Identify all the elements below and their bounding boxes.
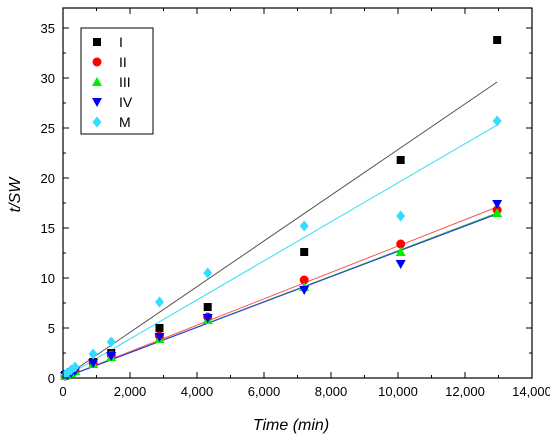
x-tick-label: 12,000 [445, 384, 485, 399]
legend-label-II: II [119, 54, 127, 70]
data-point-M [492, 115, 502, 127]
data-point-IV [299, 286, 310, 295]
y-tick-label: 25 [41, 121, 55, 136]
data-markers [60, 36, 503, 381]
y-tick-label: 5 [48, 321, 55, 336]
legend-label-IV: IV [119, 94, 133, 110]
y-tick-label: 30 [41, 71, 55, 86]
data-point-I [203, 303, 212, 311]
legend-label-I: I [119, 34, 123, 50]
legend-marker-I [93, 38, 101, 46]
y-axis-title: t/SW [7, 176, 24, 213]
fit-line-I [62, 81, 498, 379]
legend-box [80, 27, 154, 135]
data-point-M [88, 348, 98, 360]
legend-marker-M [92, 116, 102, 128]
data-point-IV [106, 352, 117, 361]
data-point-I [396, 156, 405, 164]
y-axis-ticks: 0 5 10 15 20 25 30 35 [41, 21, 532, 386]
x-tick-label: 8,000 [315, 384, 348, 399]
x-axis-title: Time (min) [253, 417, 329, 434]
legend-label-M: M [119, 114, 131, 130]
data-point-II [396, 239, 406, 249]
legend-label-III: III [119, 74, 131, 90]
x-tick-label: 10,000 [378, 384, 418, 399]
data-point-II [299, 275, 309, 285]
x-axis-ticks: 0 2,000 4,000 6,000 8,000 10,000 12,000 14,000 [59, 8, 550, 399]
data-point-M [70, 361, 80, 373]
x-tick-label: 0 [59, 384, 66, 399]
fit-line-IV [62, 213, 498, 379]
data-point-M [299, 220, 309, 232]
y-tick-label: 0 [48, 371, 55, 386]
data-point-M [154, 296, 164, 308]
x-tick-label: 4,000 [181, 384, 214, 399]
data-point-III [395, 247, 406, 256]
data-point-I [300, 248, 309, 256]
legend-marker-II [92, 57, 102, 67]
data-point-III [492, 208, 503, 217]
x-tick-label: 6,000 [248, 384, 281, 399]
data-point-IV [88, 359, 99, 368]
data-point-IV [492, 200, 503, 209]
data-point-M [106, 336, 116, 348]
fit-line-M [62, 124, 498, 379]
data-point-M [396, 210, 406, 222]
data-point-I [493, 36, 502, 44]
x-tick-label: 2,000 [114, 384, 147, 399]
data-point-IV [154, 333, 165, 342]
y-tick-label: 15 [41, 221, 55, 236]
y-tick-label: 10 [41, 271, 55, 286]
x-tick-label: 14,000 [512, 384, 550, 399]
y-tick-label: 20 [41, 171, 55, 186]
data-point-I [155, 324, 164, 332]
fit-line-II [62, 206, 498, 379]
y-tick-label: 35 [41, 21, 55, 36]
legend-marker-III [92, 77, 102, 86]
fit-lines [62, 81, 498, 379]
data-point-IV [395, 260, 406, 269]
legend-marker-IV [92, 98, 102, 107]
data-point-M [203, 267, 213, 279]
data-point-IV [202, 314, 213, 323]
